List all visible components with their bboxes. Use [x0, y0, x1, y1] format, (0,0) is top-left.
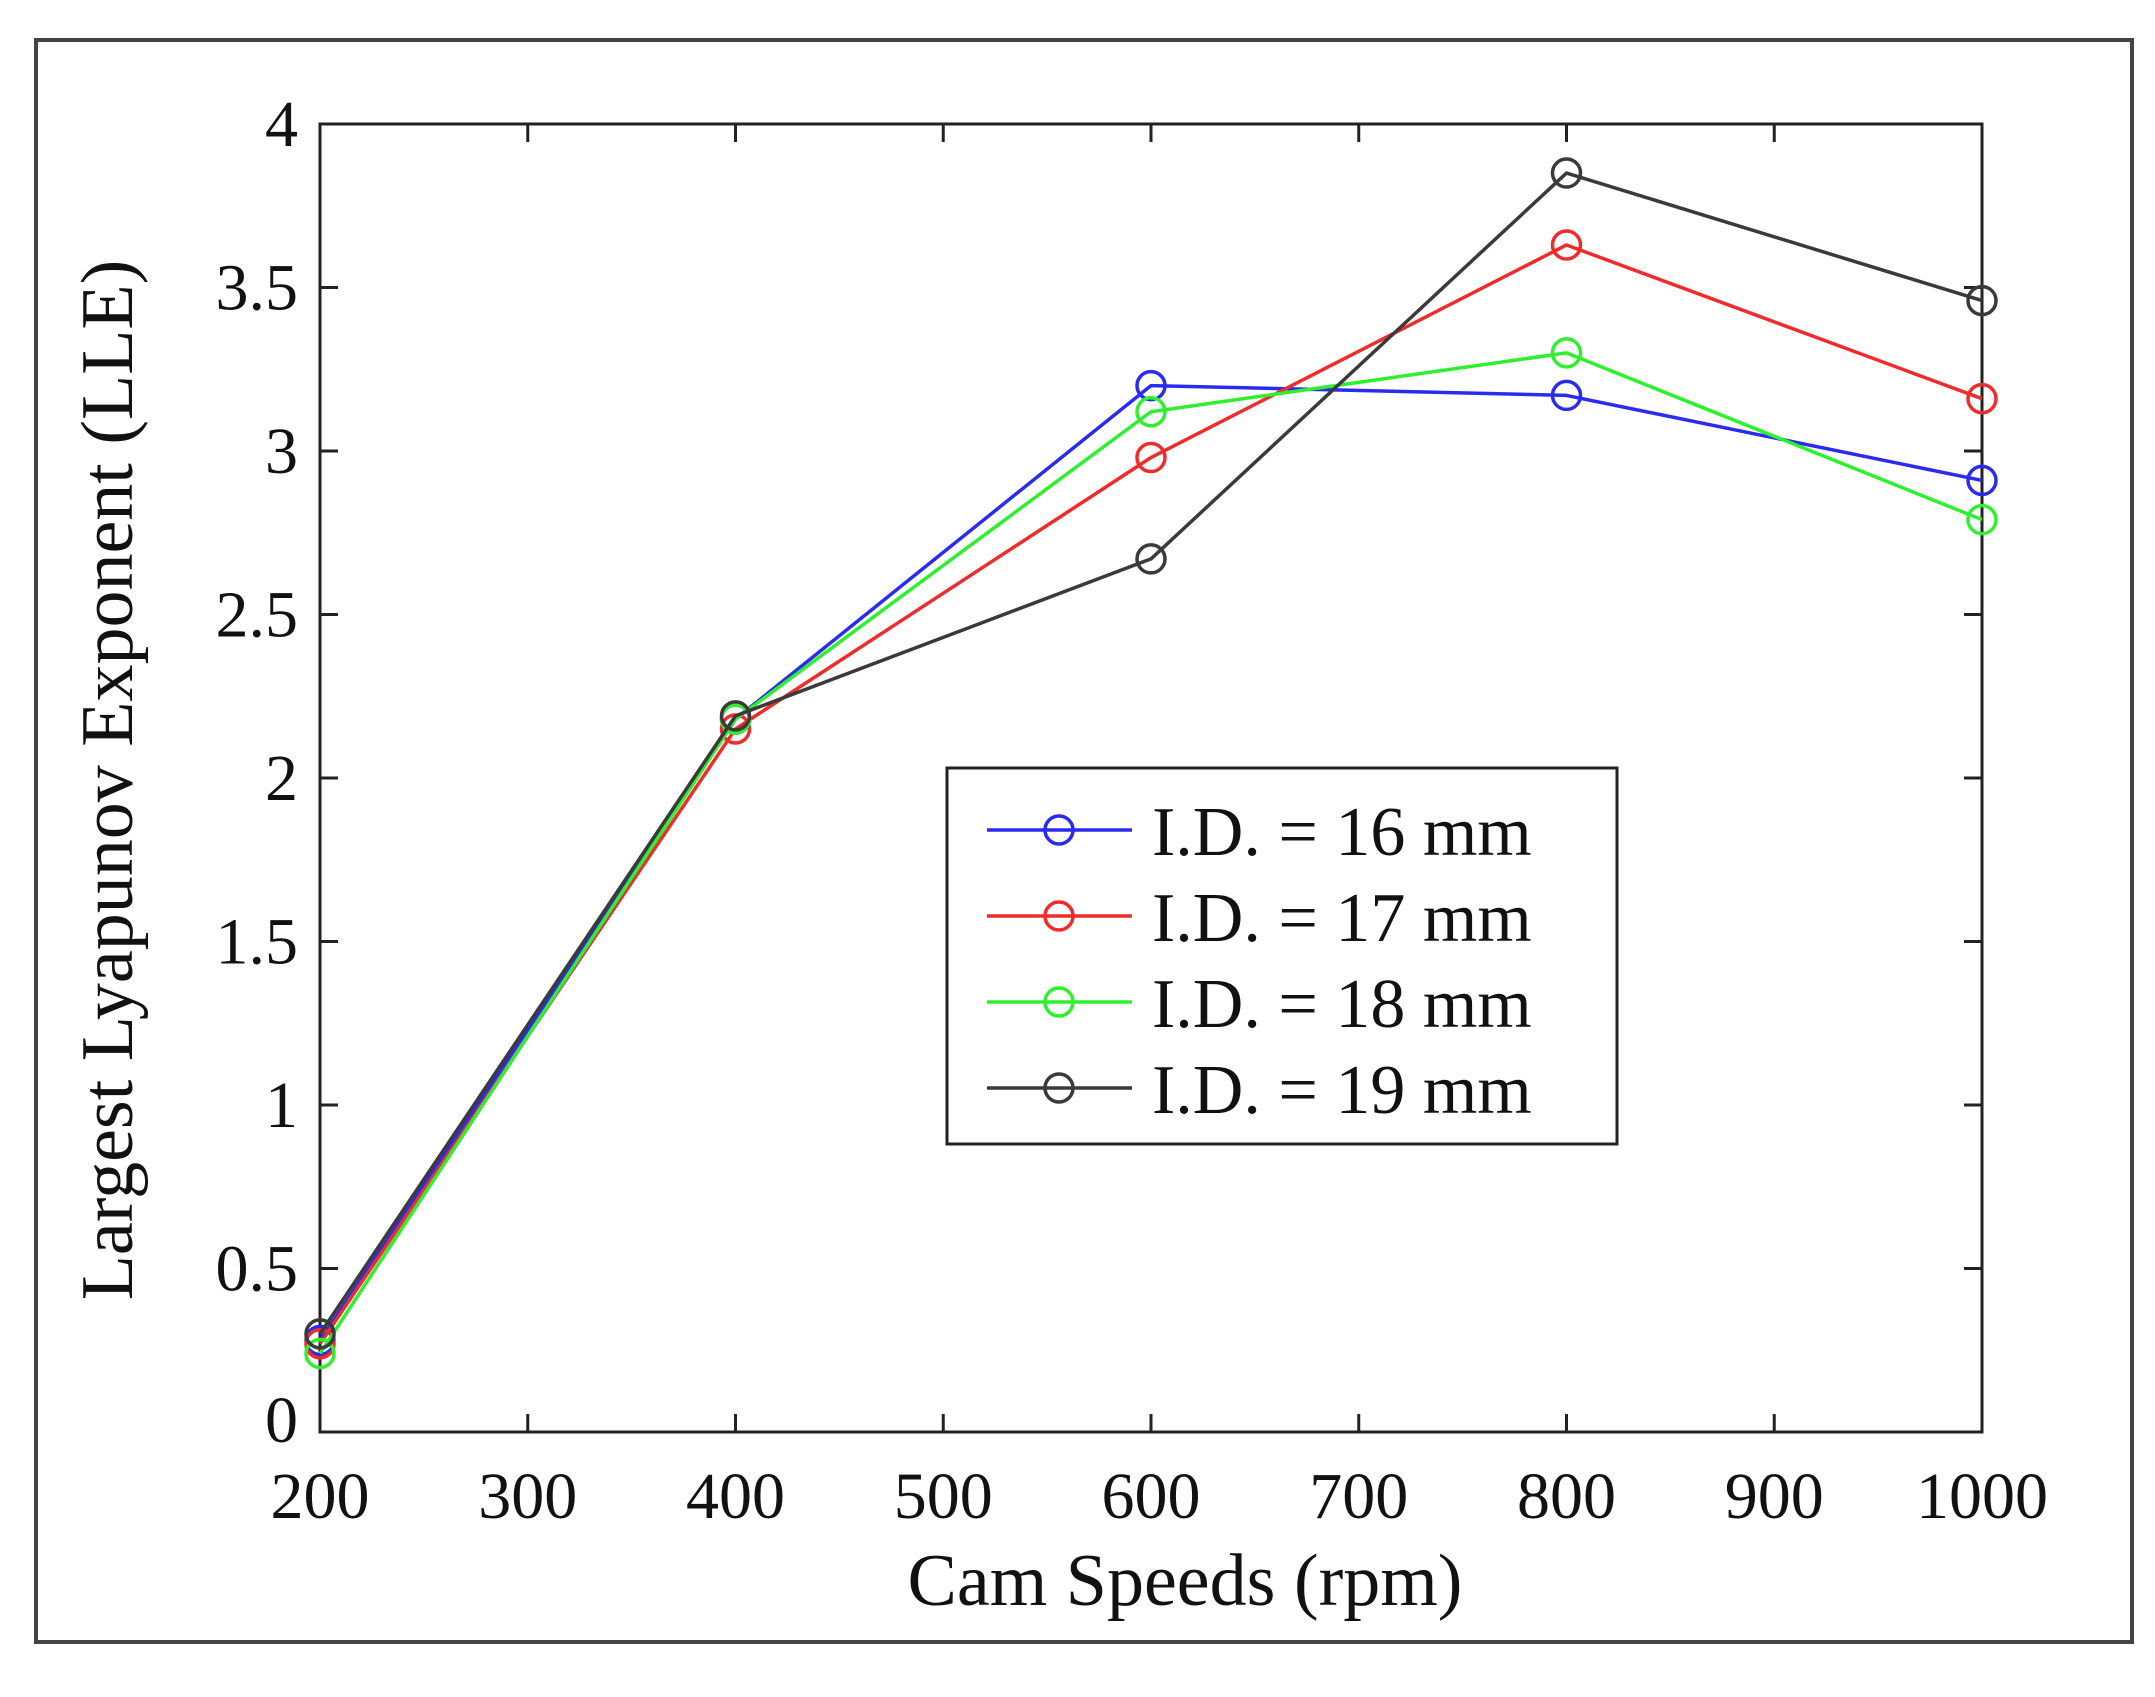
legend-marker [1043, 814, 1075, 846]
x-tick-label: 1000 [1916, 1460, 2048, 1533]
data-point-marker [304, 1327, 336, 1360]
data-point-marker [1550, 337, 1583, 369]
axes: 200 300 400 500 600 700 800 900 1000 0 0.5 1 1.5 2 2.5… [216, 88, 2049, 1533]
data-point-marker [1135, 369, 1167, 402]
legend-label: I.D. = 17 mm [1152, 880, 1532, 957]
data-point-marker [719, 700, 752, 732]
y-tick-label: 0 [265, 1384, 298, 1457]
y-tick-label: 3 [265, 415, 298, 488]
y-tick-label: 1.5 [216, 906, 299, 979]
series-4 [304, 157, 1998, 1350]
legend-item: I.D. = 19 mm [987, 1052, 1532, 1129]
legend: I.D. = 16 mm I.D. = 17 mm I.D. = 18 mm I.D.… [945, 766, 1619, 1146]
series-3 [304, 337, 1998, 1370]
x-tick-label: 600 [1102, 1460, 1201, 1533]
data-point-marker [1966, 503, 1998, 536]
data-point-marker [1966, 464, 1998, 497]
x-tick-label: 800 [1517, 1460, 1616, 1533]
data-point-marker [304, 1318, 336, 1350]
legend-item: I.D. = 17 mm [987, 880, 1532, 957]
y-tick-label: 1 [265, 1069, 298, 1142]
x-tick-label: 400 [686, 1460, 785, 1533]
data-point-marker [1550, 229, 1583, 261]
x-tick-label: 900 [1725, 1460, 1824, 1533]
data-point-marker [1966, 284, 1998, 317]
legend-label: I.D. = 16 mm [1152, 794, 1532, 871]
data-point-marker [1135, 543, 1167, 575]
legend-label: I.D. = 18 mm [1152, 966, 1532, 1043]
legend-marker [1043, 900, 1075, 932]
data-point-marker [304, 1337, 336, 1370]
series-layer [304, 157, 1998, 1370]
series-line [318, 383, 1983, 1342]
x-axis-title: Cam Speeds (rpm) [908, 1540, 1463, 1622]
x-tick-label: 500 [894, 1460, 993, 1533]
y-tick-label: 3.5 [216, 252, 299, 325]
data-point-marker [1966, 382, 1998, 415]
y-tick-label: 4 [265, 88, 298, 161]
series-line [318, 171, 1983, 1335]
y-tick-label: 2.5 [216, 579, 299, 652]
x-tick-label: 300 [478, 1460, 577, 1533]
series-line [318, 243, 1983, 1345]
y-tick-label: 2 [265, 742, 298, 815]
x-tick-label: 200 [271, 1460, 370, 1533]
legend-label: I.D. = 19 mm [1152, 1052, 1532, 1129]
legend-item: I.D. = 16 mm [987, 794, 1532, 871]
y-tick-label: 0.5 [216, 1233, 299, 1306]
data-point-marker [1550, 157, 1583, 189]
data-point-marker [1550, 379, 1583, 412]
y-axis-title: Largest Lyapunov Exponent (LLE) [67, 260, 149, 1301]
legend-marker [1043, 1072, 1075, 1104]
x-tick-label: 700 [1309, 1460, 1408, 1533]
data-point-marker [1135, 396, 1167, 428]
legend-item: I.D. = 18 mm [987, 966, 1532, 1043]
data-point-marker [1135, 441, 1167, 474]
series-line [318, 351, 1983, 1355]
legend-marker [1043, 986, 1075, 1018]
